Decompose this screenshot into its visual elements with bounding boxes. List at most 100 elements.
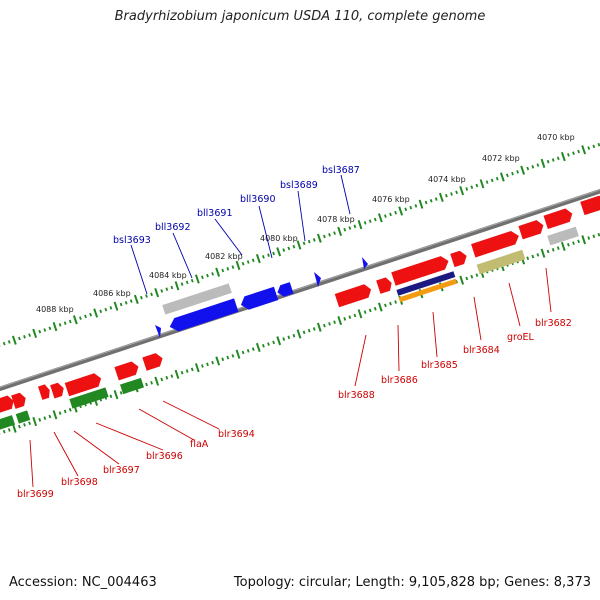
minor-tick: [38, 417, 42, 422]
minor-tick: [282, 248, 286, 252]
minor-tick: [251, 347, 255, 352]
major-tick: [316, 233, 322, 243]
minor-tick: [145, 382, 148, 387]
minor-tick: [333, 231, 336, 235]
major-tick: [52, 321, 58, 332]
navy-feature-block: [396, 271, 456, 296]
minor-tick: [348, 226, 352, 230]
gene-label: blr3685: [421, 360, 458, 371]
forward-genes: [0, 195, 600, 414]
minor-tick: [226, 355, 230, 360]
leader-line: [214, 218, 243, 256]
major-tick: [520, 165, 526, 175]
major-tick: [276, 247, 282, 257]
minor-tick: [109, 306, 113, 310]
minor-tick: [190, 278, 194, 283]
minor-tick: [23, 423, 26, 427]
minor-tick: [129, 299, 133, 303]
minor-tick: [262, 344, 265, 348]
minor-tick: [7, 428, 11, 432]
forward-gene-arrow: [391, 256, 449, 286]
gene-label: blr3698: [61, 477, 98, 488]
forward-gene-arrow: [334, 284, 372, 308]
minor-tick: [307, 328, 311, 333]
minor-tick: [511, 171, 514, 176]
outer-scale-ticks: [0, 142, 600, 347]
minor-tick: [526, 166, 530, 171]
minor-tick: [323, 323, 326, 328]
minor-tick: [109, 394, 113, 399]
minor-tick: [333, 320, 336, 324]
minor-tick: [150, 292, 153, 297]
minor-tick: [384, 214, 387, 218]
minor-tick: [409, 205, 413, 210]
forward-gene-arrow: [580, 195, 600, 216]
minor-tick: [231, 354, 235, 358]
forward-gene-arrow: [38, 384, 50, 400]
major-tick: [276, 336, 282, 346]
minor-tick: [389, 212, 392, 217]
gray-feature-block: [162, 283, 232, 315]
minor-tick: [414, 204, 418, 208]
gene-label: blr3688: [338, 390, 375, 401]
minor-tick: [272, 251, 275, 256]
leader-line: [53, 431, 79, 477]
major-tick: [581, 235, 587, 245]
minor-tick: [592, 144, 596, 149]
minor-tick: [556, 246, 560, 251]
minor-tick: [348, 315, 352, 319]
minor-tick: [226, 267, 230, 271]
minor-tick: [43, 416, 47, 420]
gene-label: bsl3689: [280, 180, 318, 191]
minor-tick: [470, 185, 474, 189]
leader-line: [95, 422, 164, 451]
major-tick: [418, 199, 424, 209]
major-tick: [255, 253, 261, 264]
minor-tick: [475, 183, 479, 188]
minor-tick: [343, 316, 347, 321]
scale-label: 4082 kbp: [205, 252, 243, 261]
minor-tick: [394, 210, 397, 215]
gene-label: bsl3687: [322, 165, 360, 176]
minor-tick: [48, 326, 52, 331]
leader-line: [508, 282, 521, 327]
scale-label: 4080 kbp: [260, 234, 298, 243]
minor-tick: [165, 375, 169, 380]
minor-tick: [211, 360, 214, 365]
minor-tick: [206, 273, 209, 278]
leader-line: [130, 244, 148, 295]
bottom-gene-labels: blr3682 groEL blr3684 blr3685 blr3686 bl…: [17, 318, 572, 500]
minor-tick: [185, 369, 189, 373]
minor-tick: [292, 244, 296, 249]
forward-gene-arrow: [64, 373, 102, 397]
minor-tick: [119, 391, 123, 395]
feature-blocks: [0, 226, 579, 431]
minor-tick: [140, 295, 143, 300]
minor-tick: [495, 176, 499, 181]
leader-line: [340, 174, 351, 215]
minor-tick: [536, 253, 540, 257]
minor-tick: [450, 192, 453, 196]
minor-tick: [145, 294, 148, 298]
minor-tick: [572, 151, 575, 155]
major-tick: [133, 294, 139, 305]
forward-gene-arrow: [11, 392, 26, 409]
minor-tick: [170, 374, 174, 378]
major-tick: [337, 315, 343, 326]
scale-label: 4078 kbp: [317, 215, 355, 224]
minor-tick: [368, 308, 372, 313]
minor-tick: [597, 232, 600, 237]
reverse-gene-arrow: [240, 286, 279, 310]
minor-tick: [221, 268, 225, 273]
minor-tick: [424, 200, 428, 205]
minor-tick: [556, 156, 560, 161]
minor-tick: [124, 301, 128, 305]
leader-line: [432, 311, 438, 358]
minor-tick: [455, 280, 458, 284]
minor-tick: [241, 350, 245, 355]
major-tick: [296, 329, 302, 339]
gene-label: flaA: [190, 439, 209, 450]
scale-labels: 4070 kbp 4072 kbp 4074 kbp 4076 kbp 4078…: [36, 133, 575, 314]
minor-tick: [84, 314, 87, 319]
major-tick: [235, 260, 241, 271]
